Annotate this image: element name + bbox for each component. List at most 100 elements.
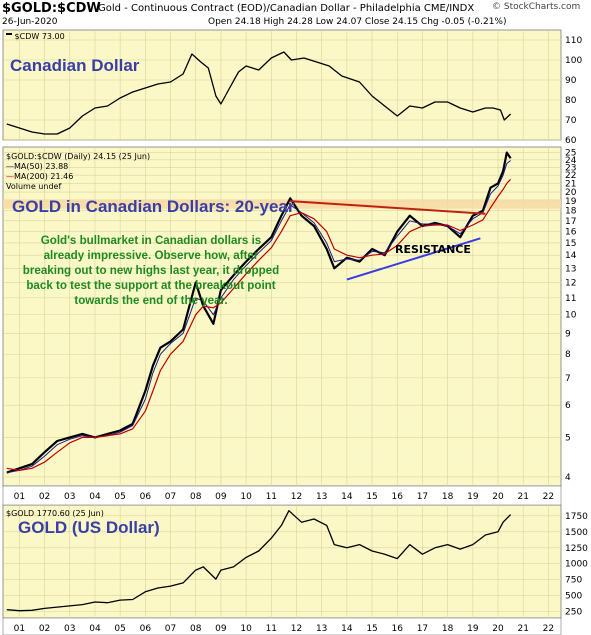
x-tick-label: 06: [140, 492, 152, 502]
y-tick-label: 6: [565, 401, 571, 411]
y-tick-label: 12: [565, 278, 576, 288]
x-tick-label: 20: [492, 492, 504, 502]
y-tick-label: 90: [565, 76, 577, 86]
support-trendline: [346, 237, 481, 281]
x-axis-strip-0: [2, 485, 562, 506]
x-tick-label: 09: [215, 492, 227, 502]
ma200-line: [6, 178, 512, 471]
annotation-note: Gold's bullmarket in Canadian dollars is…: [22, 234, 280, 307]
y-tick-label: 17: [565, 217, 576, 227]
quote-date: 26-Jun-2020: [2, 17, 58, 27]
x-tick-label: 15: [366, 492, 377, 502]
gold-title: GOLD (US Dollar): [18, 518, 160, 537]
ma200-swatch: —: [6, 172, 14, 181]
y-tick-label: 70: [565, 116, 577, 126]
cad-title: Canadian Dollar: [10, 56, 140, 75]
x-tick-label: 20: [492, 624, 504, 634]
main-title: GOLD in Canadian Dollars: 20-year: [12, 197, 295, 216]
x-tick-label: 17: [417, 624, 428, 634]
main-legend-text: $GOLD:$CDW (Daily) 24.15 (25 Jun): [6, 152, 151, 161]
x-tick-label: 02: [39, 624, 50, 634]
x-tick-label: 14: [341, 492, 353, 502]
x-tick-label: 22: [543, 492, 554, 502]
x-tick-label: 08: [190, 624, 202, 634]
x-tick-label: 04: [89, 624, 101, 634]
y-tick-label: 1000: [565, 560, 588, 570]
y-tick-label: 25: [565, 149, 576, 159]
x-tick-label: 06: [140, 624, 152, 634]
volume-legend-text: Volume undef: [6, 182, 62, 191]
y-tick-label: 750: [565, 576, 582, 586]
y-tick-label: 15: [565, 239, 576, 249]
y-tick-label: 24: [565, 156, 577, 166]
main-legend-volume: Volume undef: [6, 182, 61, 191]
x-tick-label: 05: [114, 624, 125, 634]
ma50-swatch: —: [6, 162, 14, 171]
x-tick-label: 14: [341, 624, 353, 634]
y-tick-label: 22: [565, 171, 576, 181]
symbol-description: Gold - Continuous Contract (EOD)/Canadia…: [98, 3, 475, 14]
y-tick-label: 13: [565, 264, 576, 274]
y-tick-label: 14: [565, 251, 577, 261]
x-tick-label: 19: [467, 624, 479, 634]
x-tick-label: 10: [240, 492, 252, 502]
x-tick-label: 13: [316, 492, 327, 502]
x-tick-label: 12: [291, 492, 302, 502]
x-tick-label: 15: [366, 624, 377, 634]
x-tick-label: 16: [392, 492, 404, 502]
x-tick-label: 07: [165, 492, 176, 502]
y-tick-label: 7: [565, 374, 571, 384]
x-tick-label: 02: [39, 492, 50, 502]
y-tick-label: 250: [565, 608, 582, 618]
y-tick-label: 110: [565, 36, 582, 46]
x-tick-label: 11: [266, 492, 277, 502]
y-tick-label: 21: [565, 179, 576, 189]
x-tick-label: 03: [64, 492, 75, 502]
main-legend-ma200: —MA(200) 21.46: [6, 172, 73, 181]
x-tick-label: 12: [291, 624, 302, 634]
resistance-zone: [3, 199, 561, 209]
y-tick-label: 1750: [565, 512, 588, 522]
y-tick-label: 11: [565, 294, 576, 304]
x-tick-label: 10: [240, 624, 252, 634]
ma50-legend-text: MA(50) 23.88: [14, 162, 69, 171]
x-tick-label: 01: [14, 492, 25, 502]
y-tick-label: 1500: [565, 528, 588, 538]
x-axis-strip-1: [2, 617, 562, 635]
ohlc-readout: Open 24.18 High 24.28 Low 24.07 Close 24…: [208, 17, 507, 27]
panel-background-0: [2, 29, 562, 141]
x-tick-label: 21: [517, 492, 528, 502]
gold-legend: $GOLD 1770.60 (25 Jun): [6, 509, 104, 518]
ma200-legend-text: MA(200) 21.46: [14, 172, 74, 181]
x-tick-label: 13: [316, 624, 327, 634]
x-tick-label: 16: [392, 624, 404, 634]
main-legend-1: $GOLD:$CDW (Daily) 24.15 (25 Jun): [6, 152, 150, 161]
y-tick-label: 500: [565, 592, 582, 602]
main-legend-ma50: —MA(50) 23.88: [6, 162, 68, 171]
x-tick-label: 08: [190, 492, 202, 502]
gold-usd-series-line: [6, 510, 512, 612]
y-tick-label: 1250: [565, 544, 588, 554]
x-tick-label: 05: [114, 492, 125, 502]
y-tick-label: 19: [565, 197, 577, 207]
stockcharts-watermark: © StockCharts.com: [492, 2, 581, 12]
y-tick-label: 10: [565, 311, 577, 321]
cad-legend: $CDW 73.00: [6, 32, 65, 41]
gold-cad-price-line: [6, 151, 512, 474]
y-tick-label: 23: [565, 163, 576, 173]
y-tick-label: 4: [565, 473, 571, 483]
y-tick-label: 18: [565, 207, 577, 217]
x-tick-label: 09: [215, 624, 227, 634]
x-tick-label: 01: [14, 624, 25, 634]
y-tick-label: 5: [565, 433, 571, 443]
x-tick-label: 03: [64, 624, 75, 634]
x-tick-label: 18: [442, 624, 454, 634]
x-tick-label: 11: [266, 624, 277, 634]
y-tick-label: 80: [565, 96, 577, 106]
x-tick-label: 07: [165, 624, 176, 634]
resistance-trendline: [290, 200, 486, 215]
x-tick-label: 17: [417, 492, 428, 502]
y-tick-label: 16: [565, 228, 577, 238]
cad-series-line: [6, 51, 512, 135]
